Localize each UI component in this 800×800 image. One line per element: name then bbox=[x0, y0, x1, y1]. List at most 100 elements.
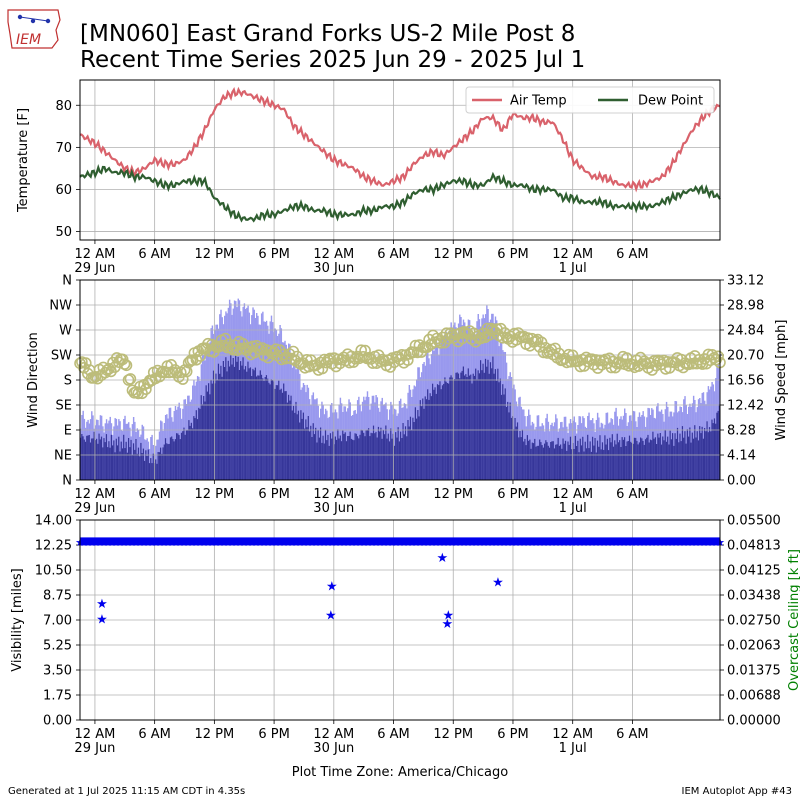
wind-speed-bar bbox=[137, 447, 140, 480]
wind-speed-bar bbox=[386, 438, 388, 480]
wind-speed-bar bbox=[510, 417, 513, 480]
wind-speed-bar bbox=[301, 418, 303, 480]
wind-speed-bar bbox=[675, 438, 678, 480]
wind-gust-bar bbox=[702, 392, 705, 480]
wind-speed-bar bbox=[525, 445, 527, 480]
wind-speed-bar bbox=[466, 377, 468, 480]
wind-speed-bar bbox=[646, 437, 648, 480]
wind-direction-point bbox=[99, 366, 111, 379]
visibility-baseline-star: ★ bbox=[595, 536, 605, 549]
wind-speed-bar bbox=[642, 440, 644, 480]
wind-speed-bar bbox=[523, 441, 525, 480]
wind-speed-bar bbox=[609, 437, 611, 480]
wind-speed-bar bbox=[712, 423, 715, 480]
wind-speed-bar bbox=[92, 438, 94, 480]
wind-speed-bar bbox=[553, 448, 556, 480]
visibility-baseline-star: ★ bbox=[163, 536, 173, 549]
wind-speed-bar bbox=[326, 440, 328, 480]
wind-speed-bar bbox=[305, 419, 307, 480]
wind-speed-bar bbox=[601, 442, 604, 480]
wind-speed-bar bbox=[96, 438, 98, 480]
wind-speed-bar bbox=[577, 440, 579, 480]
wind-speed-bar bbox=[489, 362, 492, 480]
visibility-baseline-star: ★ bbox=[279, 536, 289, 549]
wind-speed-bar bbox=[594, 438, 596, 480]
wind-speed-bar bbox=[248, 368, 251, 480]
wind-speed-bar bbox=[116, 445, 119, 480]
x-tick-label: 6 PM bbox=[258, 247, 289, 262]
legend-box bbox=[465, 86, 715, 114]
visibility-baseline-star: ★ bbox=[151, 536, 161, 549]
wind-direction-point bbox=[355, 344, 368, 357]
visibility-baseline-star: ★ bbox=[499, 536, 509, 549]
wind-speed-bar bbox=[676, 427, 679, 480]
wind-speed-bar bbox=[427, 389, 429, 480]
wind-speed-bar bbox=[195, 410, 198, 480]
wind-speed-bar bbox=[436, 384, 439, 480]
wind-speed-bar bbox=[413, 422, 415, 480]
visibility-baseline-star: ★ bbox=[351, 536, 361, 549]
wind-speed-bar bbox=[83, 439, 86, 480]
visibility-baseline-band bbox=[80, 537, 720, 546]
wind-speed-bar bbox=[632, 443, 635, 480]
visibility-baseline-star: ★ bbox=[199, 536, 209, 549]
visibility-baseline-star: ★ bbox=[167, 536, 177, 549]
wind-speed-bar bbox=[144, 460, 146, 480]
wind-speed-bar bbox=[377, 426, 380, 480]
wind-speed-bar bbox=[260, 374, 263, 480]
x-tick-label: 12 AM bbox=[552, 247, 593, 262]
wind-speed-bar bbox=[518, 437, 520, 480]
wind-speed-bar bbox=[113, 440, 115, 480]
visibility-baseline-star: ★ bbox=[315, 536, 325, 549]
visibility-baseline-star: ★ bbox=[575, 536, 585, 549]
wind-speed-bar bbox=[648, 442, 651, 480]
visibility-baseline-star: ★ bbox=[647, 536, 657, 549]
wind-speed-bar bbox=[99, 439, 102, 480]
wind-speed-bar bbox=[673, 445, 675, 480]
y-axis-label: Temperature [F] bbox=[16, 108, 31, 213]
wind-speed-bar bbox=[694, 425, 696, 480]
wind-gust-bar bbox=[583, 418, 585, 480]
wind-speed-bar bbox=[244, 366, 247, 480]
visibility-baseline-star: ★ bbox=[287, 536, 297, 549]
visibility-baseline-star: ★ bbox=[479, 536, 489, 549]
wind-speed-bar bbox=[148, 463, 151, 480]
y-tick-label-speed: 16.56 bbox=[727, 374, 764, 389]
wind-speed-bar bbox=[286, 402, 289, 480]
wind-speed-bar bbox=[338, 438, 340, 480]
visibility-point: ★ bbox=[442, 608, 454, 623]
visibility-baseline-star: ★ bbox=[239, 536, 249, 549]
wind-speed-bar bbox=[168, 443, 171, 480]
wind-speed-bar bbox=[391, 438, 393, 480]
wind-speed-bar bbox=[585, 448, 588, 480]
visibility-baseline-star: ★ bbox=[299, 536, 309, 549]
wind-speed-bar bbox=[238, 370, 241, 480]
wind-speed-bar bbox=[515, 426, 518, 480]
visibility-baseline-star: ★ bbox=[511, 536, 521, 549]
wind-speed-bar bbox=[454, 379, 456, 480]
x-tick-label: 6 AM bbox=[138, 487, 171, 502]
wind-speed-bar bbox=[134, 449, 136, 480]
wind-speed-bar bbox=[595, 452, 598, 480]
wind-speed-bar bbox=[715, 423, 717, 480]
wind-speed-bar bbox=[142, 448, 145, 480]
wind-speed-bar bbox=[167, 444, 169, 480]
wind-speed-bar bbox=[456, 372, 459, 480]
visibility-baseline-star: ★ bbox=[519, 536, 529, 549]
visibility-baseline-star: ★ bbox=[263, 536, 273, 549]
wind-speed-bar bbox=[368, 428, 370, 480]
wind-gust-bar bbox=[119, 421, 121, 480]
wind-speed-bar bbox=[110, 434, 113, 480]
y-axis-label-visibility: Visibility [miles] bbox=[10, 568, 25, 671]
wind-speed-bar bbox=[502, 384, 504, 480]
visibility-baseline-star: ★ bbox=[227, 536, 237, 549]
wind-speed-bar bbox=[177, 433, 179, 480]
wind-speed-bar bbox=[320, 427, 322, 480]
wind-speed-bar bbox=[696, 431, 699, 480]
visibility-baseline-star: ★ bbox=[627, 536, 637, 549]
wind-speed-bar bbox=[169, 437, 172, 480]
wind-speed-bar bbox=[226, 371, 228, 480]
wind-speed-bar bbox=[302, 412, 305, 480]
wind-speed-bar bbox=[459, 378, 461, 480]
wind-speed-bar bbox=[189, 425, 191, 480]
